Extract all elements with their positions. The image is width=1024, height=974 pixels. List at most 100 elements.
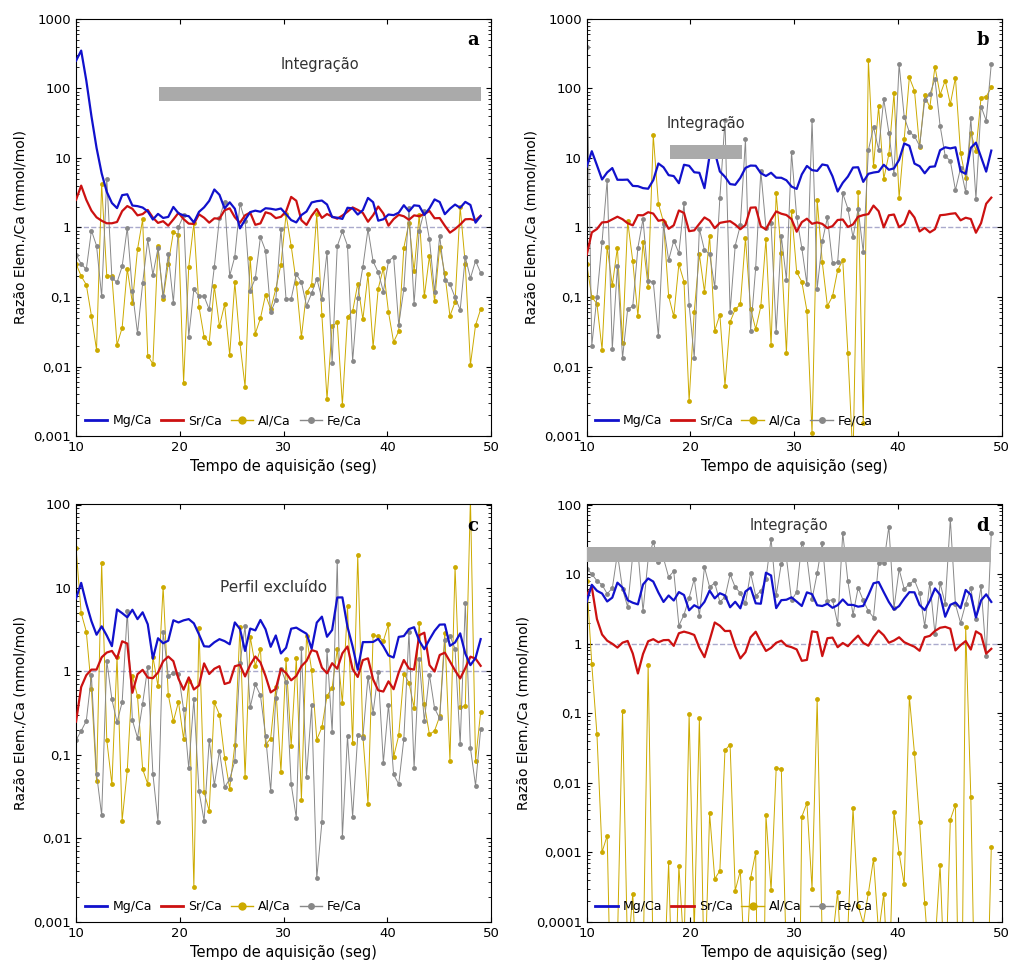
Al/Ca [464, 493, 476, 505]
Fe/Ca [331, 554, 343, 566]
Fe/Ca [821, 595, 834, 607]
Fe/Ca [857, 594, 869, 606]
Mg/Ca [985, 596, 997, 608]
Al/Ca [867, 161, 880, 172]
Al/Ca [821, 300, 834, 312]
Mg/Ca [847, 599, 859, 611]
Fe/Ca [980, 650, 992, 661]
Sr/Ca [433, 649, 445, 660]
Mg/Ca [765, 570, 777, 581]
Mg/Ca [259, 203, 271, 214]
Sr/Ca [581, 589, 593, 601]
Fe/Ca [944, 513, 956, 525]
Sr/Ca [310, 646, 323, 657]
Mg/Ca [336, 591, 348, 603]
Mg/Ca [70, 55, 82, 66]
Fe/Ca [315, 293, 328, 305]
Fe/Ca [831, 256, 844, 268]
Line: Al/Ca: Al/Ca [74, 181, 483, 407]
Text: Integração: Integração [667, 116, 745, 131]
X-axis label: Tempo de aquisição (seg): Tempo de aquisição (seg) [190, 460, 377, 474]
Fe/Ca [438, 274, 451, 285]
Al/Ca [949, 72, 962, 84]
Sr/Ca [857, 209, 869, 221]
Line: Al/Ca: Al/Ca [74, 496, 483, 889]
Al/Ca [351, 549, 364, 561]
Mg/Ca [826, 602, 839, 614]
Al/Ca [831, 885, 844, 897]
Fe/Ca [249, 679, 261, 691]
Sr/Ca [581, 249, 593, 261]
Fe/Ca [581, 41, 593, 53]
Fe/Ca [326, 357, 338, 369]
Al/Ca [985, 82, 997, 94]
Sr/Ca [837, 637, 849, 649]
Al/Ca [254, 643, 266, 655]
Fe/Ca [70, 734, 82, 746]
Al/Ca [321, 691, 333, 702]
Al/Ca [862, 887, 874, 899]
Mg/Ca [581, 596, 593, 608]
Mg/Ca [356, 636, 369, 648]
Mg/Ca [944, 599, 956, 611]
Al/Ca [847, 802, 859, 813]
Fe/Ca [826, 257, 839, 269]
Sr/Ca [985, 192, 997, 204]
Mg/Ca [826, 170, 839, 182]
Al/Ca [847, 454, 859, 466]
Y-axis label: Razão Elem./Ca (mmol/mol): Razão Elem./Ca (mmol/mol) [516, 617, 530, 810]
Al/Ca [765, 884, 777, 896]
Sr/Ca [586, 581, 598, 593]
Fe/Ca [474, 723, 486, 734]
Fe/Ca [760, 574, 772, 585]
Mg/Ca [351, 664, 364, 676]
Al/Ca [985, 841, 997, 852]
Sr/Ca [443, 227, 456, 239]
Fe/Ca [985, 58, 997, 70]
Sr/Ca [433, 212, 445, 224]
Sr/Ca [474, 660, 486, 672]
Legend: Mg/Ca, Sr/Ca, Al/Ca, Fe/Ca: Mg/Ca, Sr/Ca, Al/Ca, Fe/Ca [593, 412, 876, 430]
Mg/Ca [985, 145, 997, 157]
Y-axis label: Razão Elem./Ca (mmol/mol): Razão Elem./Ca (mmol/mol) [14, 131, 28, 324]
Sr/Ca [985, 643, 997, 655]
Al/Ca [336, 399, 348, 411]
Al/Ca [438, 268, 451, 280]
Mg/Ca [75, 577, 87, 588]
Line: Al/Ca: Al/Ca [585, 57, 993, 463]
Al/Ca [341, 311, 353, 322]
Mg/Ca [321, 631, 333, 643]
Mg/Ca [970, 136, 982, 148]
Fe/Ca [765, 217, 777, 229]
Mg/Ca [862, 168, 874, 179]
Sr/Ca [770, 637, 782, 649]
Mg/Ca [970, 612, 982, 623]
X-axis label: Tempo de aquisição (seg): Tempo de aquisição (seg) [700, 945, 888, 960]
Text: d: d [977, 517, 989, 535]
Line: Sr/Ca: Sr/Ca [76, 633, 480, 722]
Fe/Ca [356, 261, 369, 273]
Mg/Ca [944, 142, 956, 154]
Al/Ca [826, 934, 839, 946]
Mg/Ca [438, 208, 451, 220]
Al/Ca [474, 706, 486, 718]
Al/Ca [944, 814, 956, 826]
Line: Sr/Ca: Sr/Ca [587, 198, 991, 255]
Al/Ca [474, 303, 486, 315]
Sr/Ca [760, 224, 772, 236]
Legend: Mg/Ca, Sr/Ca, Al/Ca, Fe/Ca: Mg/Ca, Sr/Ca, Al/Ca, Fe/Ca [593, 897, 876, 916]
Sr/Ca [346, 663, 358, 675]
Line: Sr/Ca: Sr/Ca [76, 186, 480, 233]
Fe/Ca [254, 231, 266, 243]
Sr/Ca [842, 221, 854, 233]
Line: Al/Ca: Al/Ca [585, 579, 993, 974]
Fe/Ca [356, 731, 369, 743]
Text: b: b [977, 31, 989, 50]
Line: Mg/Ca: Mg/Ca [587, 573, 991, 618]
Mg/Ca [254, 615, 266, 626]
Line: Mg/Ca: Mg/Ca [587, 142, 991, 192]
Mg/Ca [233, 222, 246, 234]
Line: Mg/Ca: Mg/Ca [76, 582, 480, 670]
Al/Ca [826, 290, 839, 302]
Text: a: a [467, 31, 478, 50]
